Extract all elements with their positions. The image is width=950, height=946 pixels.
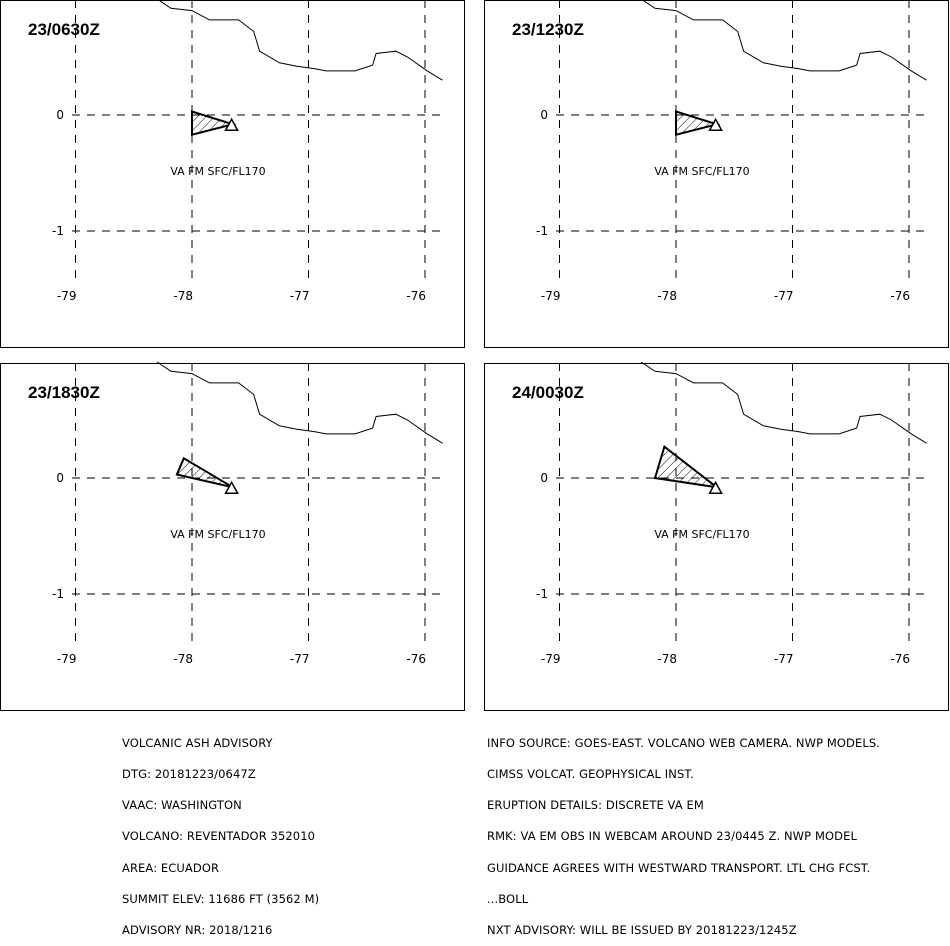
lon-tick-label: -79 [57, 289, 77, 303]
advisory-header-info: VOLCANIC ASH ADVISORY DTG: 20181223/0647… [122, 717, 319, 946]
panel-frame [484, 0, 949, 348]
lon-tick-label: -76 [890, 289, 910, 303]
country-border-line [641, 0, 927, 81]
lon-tick-label: -76 [406, 289, 426, 303]
lon-tick-label: -79 [541, 289, 561, 303]
ash-cloud-polygon [191, 110, 237, 136]
advisory-line: AREA: ECUADOR [122, 860, 220, 875]
advisory-line: INFO SOURCE: GOES-EAST. VOLCANO WEB CAME… [487, 735, 881, 750]
advisory-line: SUMMIT ELEV: 11686 FT (3562 M) [122, 891, 320, 906]
panel-time-label: 23/1830Z [28, 383, 100, 402]
volcano-triangle-icon [224, 117, 239, 132]
ash-cloud-polygon [175, 456, 234, 489]
map-canvas: -79 -78 -77 -76 0 -1 23/1230Z VA FM SFC/FL170 [484, 0, 949, 348]
advisory-line: DTG: 20181223/0647Z [122, 767, 256, 782]
country-border-line [157, 0, 443, 81]
lon-tick-label: -78 [173, 289, 193, 303]
advisory-line: VOLCANIC ASH ADVISORY [122, 735, 273, 750]
lon-tick-label: -78 [657, 652, 677, 666]
lon-tick-label: -78 [657, 289, 677, 303]
advisory-line: VAAC: WASHINGTON [122, 798, 242, 813]
ash-layer-label: VA FM SFC/FL170 [654, 165, 749, 178]
map-panel-4: -79 -78 -77 -76 0 -1 24/0030Z VA FM SFC/FL170 [484, 361, 949, 711]
country-border-line [156, 361, 443, 444]
map-canvas: -79 -78 -77 -76 0 -1 23/0630Z VA FM SFC/FL170 [0, 0, 465, 348]
advisory-line: ...BOLL [487, 891, 529, 906]
advisory-line: GUIDANCE AGREES WITH WESTWARD TRANSPORT.… [487, 860, 871, 875]
volcano-triangle-icon [708, 117, 723, 132]
ash-cloud-polygon [675, 110, 721, 136]
volcano-triangle-icon [224, 480, 239, 495]
lat-tick-label: -1 [52, 224, 64, 238]
advisory-line: ERUPTION DETAILS: DISCRETE VA EM [487, 798, 704, 813]
advisory-line: CIMSS VOLCAT. GEOPHYSICAL INST. [487, 767, 694, 782]
lon-tick-label: -79 [57, 652, 77, 666]
panel-frame [484, 363, 949, 711]
lon-tick-label: -77 [774, 289, 794, 303]
lon-tick-label: -78 [173, 652, 193, 666]
panel-frame [0, 0, 465, 348]
ash-layer-label: VA FM SFC/FL170 [170, 165, 265, 178]
ash-cloud-polygon [653, 445, 721, 489]
map-canvas: -79 -78 -77 -76 0 -1 23/1830Z VA FM SFC/FL170 [0, 361, 465, 711]
lat-tick-label: 0 [56, 471, 64, 485]
lat-tick-label: 0 [540, 108, 548, 122]
panel-time-label: 24/0030Z [512, 383, 584, 402]
lat-tick-label: -1 [536, 587, 548, 601]
lat-tick-label: -1 [536, 224, 548, 238]
lon-tick-label: -79 [541, 652, 561, 666]
lon-tick-label: -77 [774, 652, 794, 666]
lon-tick-label: -77 [290, 289, 310, 303]
lon-tick-label: -76 [406, 652, 426, 666]
advisory-line: NXT ADVISORY: WILL BE ISSUED BY 20181223… [487, 923, 797, 938]
lon-tick-label: -76 [890, 652, 910, 666]
ash-layer-label: VA FM SFC/FL170 [170, 528, 265, 541]
lat-tick-label: 0 [56, 108, 64, 122]
panel-frame [0, 363, 465, 711]
map-panel-1: -79 -78 -77 -76 0 -1 23/0630Z VA FM SFC/FL170 [0, 0, 465, 348]
country-border-line [640, 361, 927, 444]
advisory-line: VOLCANO: REVENTADOR 352010 [122, 829, 316, 844]
panel-time-label: 23/0630Z [28, 20, 100, 39]
advisory-line: ADVISORY NR: 2018/1216 [122, 923, 273, 938]
advisory-remarks-info: INFO SOURCE: GOES-EAST. VOLCANO WEB CAME… [487, 717, 880, 946]
ash-layer-label: VA FM SFC/FL170 [654, 528, 749, 541]
map-canvas: -79 -78 -77 -76 0 -1 24/0030Z VA FM SFC/FL170 [484, 361, 949, 711]
volcano-triangle-icon [708, 480, 723, 495]
lon-tick-label: -77 [290, 652, 310, 666]
panel-time-label: 23/1230Z [512, 20, 584, 39]
advisory-line: RMK: VA EM OBS IN WEBCAM AROUND 23/0445 … [487, 829, 857, 844]
map-panel-2: -79 -78 -77 -76 0 -1 23/1230Z VA FM SFC/FL170 [484, 0, 949, 348]
lat-tick-label: 0 [540, 471, 548, 485]
map-panel-3: -79 -78 -77 -76 0 -1 23/1830Z VA FM SFC/FL170 [0, 361, 465, 711]
lat-tick-label: -1 [52, 587, 64, 601]
